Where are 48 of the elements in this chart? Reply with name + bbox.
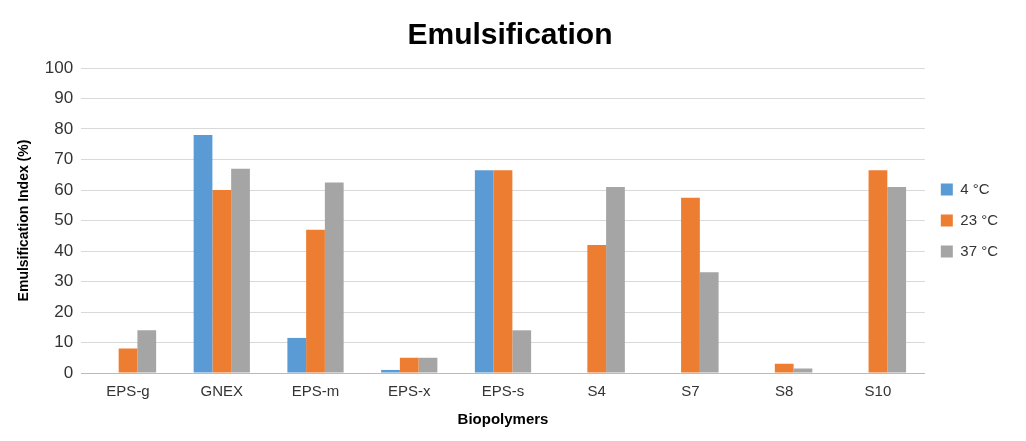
- bar: [137, 330, 157, 373]
- x-tick-label: GNEX: [200, 382, 244, 400]
- y-tick-label: 70: [54, 149, 74, 169]
- x-tick-label: S4: [587, 382, 606, 400]
- x-tick-label: EPS-s: [481, 382, 525, 400]
- bar: [324, 182, 344, 373]
- x-axis-title: Biopolymers: [457, 410, 549, 428]
- x-tick-label: EPS-x: [387, 382, 431, 400]
- bar: [399, 357, 419, 373]
- bar: [231, 168, 250, 373]
- y-tick-label: 60: [54, 179, 74, 199]
- legend-label: 4 °C: [960, 179, 990, 197]
- bar: [306, 229, 325, 373]
- bar: [512, 330, 532, 373]
- bar: [474, 170, 494, 373]
- bar: [381, 369, 400, 373]
- y-tick-label: 100: [44, 57, 74, 77]
- bar: [118, 348, 138, 373]
- bar: [887, 186, 907, 373]
- bar: [212, 190, 232, 373]
- x-tick-label: S10: [864, 382, 892, 400]
- y-tick-label: 30: [54, 271, 74, 291]
- y-axis-title: Emulsification Index (%): [15, 139, 32, 302]
- bar: [418, 357, 438, 373]
- x-tick-label: S7: [681, 382, 700, 400]
- legend-label: 23 °C: [960, 210, 999, 228]
- bar: [774, 363, 794, 373]
- y-tick-label: 90: [54, 88, 74, 108]
- chart-title: Emulsification: [407, 17, 613, 51]
- x-tick-label: EPS-m: [291, 382, 340, 400]
- bar: [793, 368, 813, 373]
- y-tick-label: 40: [54, 240, 74, 260]
- y-tick-label: 50: [54, 210, 74, 230]
- x-tick-label: EPS-g: [106, 382, 150, 400]
- bar: [699, 272, 719, 373]
- bar: [193, 135, 213, 373]
- bar: [493, 170, 513, 373]
- y-tick-label: 80: [54, 118, 74, 138]
- bar: [868, 170, 888, 373]
- legend-label: 37 °C: [960, 241, 999, 259]
- bar: [587, 244, 607, 373]
- y-tick-label: 10: [54, 332, 74, 352]
- bar: [681, 197, 700, 373]
- bar: [606, 186, 625, 373]
- y-tick-label: 0: [63, 362, 74, 382]
- x-tick-label: S8: [775, 382, 794, 400]
- bar: [287, 337, 307, 373]
- y-tick-label: 20: [54, 301, 74, 321]
